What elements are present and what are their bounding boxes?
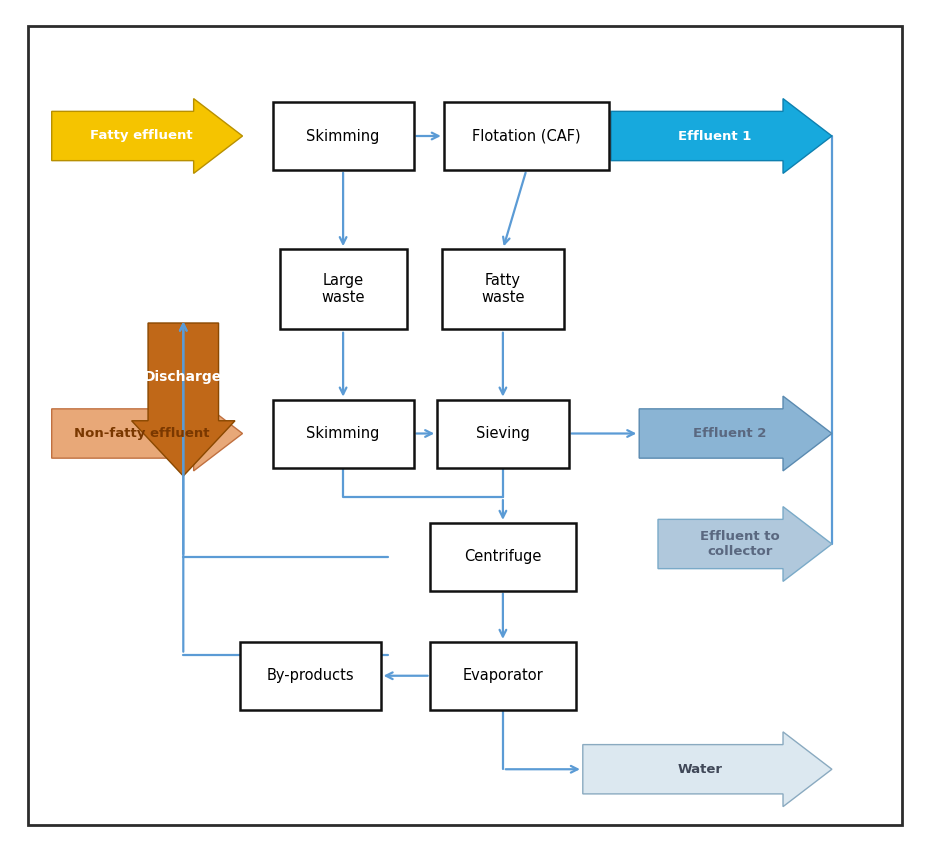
Text: Skimming: Skimming <box>306 426 380 441</box>
FancyBboxPatch shape <box>437 400 569 468</box>
Text: Effluent 2: Effluent 2 <box>693 427 766 440</box>
FancyArrow shape <box>583 732 832 807</box>
FancyBboxPatch shape <box>431 523 575 591</box>
Text: Centrifuge: Centrifuge <box>464 549 541 564</box>
Text: Fatty
waste: Fatty waste <box>481 273 525 305</box>
Text: Discharge: Discharge <box>144 370 223 383</box>
FancyArrow shape <box>611 99 832 173</box>
FancyBboxPatch shape <box>280 249 406 330</box>
FancyArrow shape <box>52 99 243 173</box>
Text: Flotation (CAF): Flotation (CAF) <box>472 128 581 144</box>
Text: Evaporator: Evaporator <box>462 668 543 683</box>
FancyBboxPatch shape <box>273 102 414 170</box>
FancyBboxPatch shape <box>442 249 564 330</box>
FancyArrow shape <box>52 396 243 471</box>
Text: Sieving: Sieving <box>476 426 530 441</box>
Text: Large
waste: Large waste <box>321 273 365 305</box>
FancyArrow shape <box>132 323 235 476</box>
FancyArrow shape <box>639 396 832 471</box>
FancyBboxPatch shape <box>445 102 609 170</box>
Text: Water: Water <box>678 762 722 776</box>
Text: Fatty effluent: Fatty effluent <box>90 129 193 143</box>
Text: Effluent to
collector: Effluent to collector <box>700 530 779 558</box>
Text: Non-fatty effluent: Non-fatty effluent <box>73 427 209 440</box>
FancyArrow shape <box>658 507 832 581</box>
FancyBboxPatch shape <box>273 400 414 468</box>
FancyBboxPatch shape <box>240 642 381 710</box>
Text: Skimming: Skimming <box>306 128 380 144</box>
Text: By-products: By-products <box>266 668 354 683</box>
Text: Effluent 1: Effluent 1 <box>678 129 751 143</box>
FancyBboxPatch shape <box>431 642 575 710</box>
